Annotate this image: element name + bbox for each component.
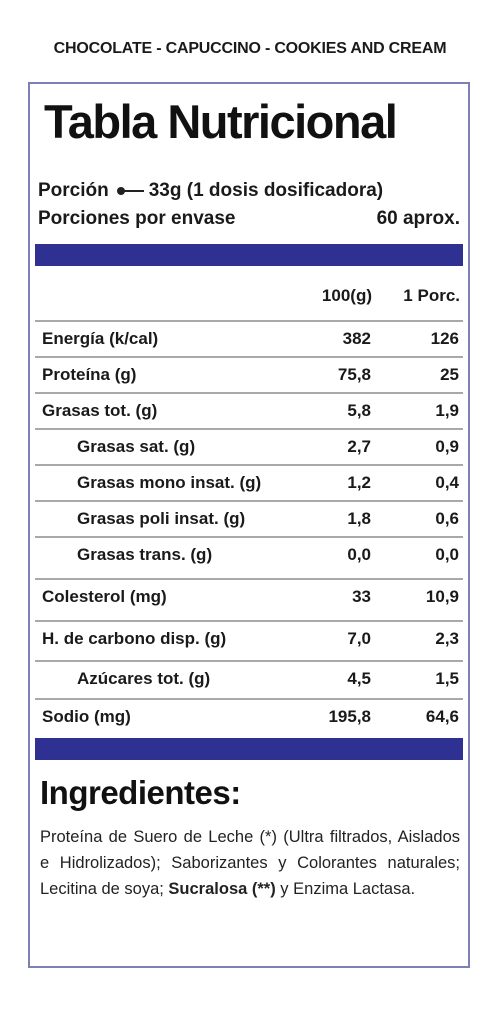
- nutrient-label: Grasas mono insat. (g): [77, 473, 262, 492]
- table-row: Grasas tot. (g) 5,8 1,9: [35, 392, 463, 428]
- value-100g: 382: [342, 329, 371, 348]
- divider-bar-top: [35, 244, 463, 266]
- servings-value: 60 aprox.: [376, 208, 460, 229]
- nutrient-label: H. de carbono disp. (g): [42, 629, 227, 648]
- table-title: Tabla Nutricional: [44, 95, 398, 148]
- divider-bar-bottom: [35, 738, 463, 760]
- serving-label: Porción: [38, 180, 109, 201]
- value-portion: 1,9: [435, 401, 459, 420]
- value-100g: 75,8: [337, 365, 371, 384]
- value-portion: 10,9: [425, 587, 459, 606]
- value-portion: 126: [430, 329, 459, 348]
- ingredients-text-bold: Sucralosa (**): [168, 880, 276, 898]
- nutrient-label: Grasas sat. (g): [77, 437, 196, 456]
- ingredients-text-part2: y Enzima Lactasa.: [275, 880, 416, 898]
- nutrition-panel: Tabla Nutricional Porción 33g (1 dosis do…: [28, 82, 470, 968]
- table-row: Sodio (mg) 195,8 64,6: [35, 698, 463, 734]
- nutrient-label: Proteína (g): [42, 365, 137, 384]
- ingredients-text-part1: Proteína de Suero de Leche (*) (Ultra fi…: [40, 828, 460, 898]
- value-100g: 1,8: [347, 509, 371, 528]
- nutrient-label: Azúcares tot. (g): [77, 669, 211, 688]
- nutrient-label: Grasas poli insat. (g): [77, 509, 246, 528]
- value-100g: 7,0: [347, 629, 371, 648]
- table-row: Proteína (g) 75,8 25: [35, 356, 463, 392]
- servings-per-container-row: Porciones por envase 60 aprox.: [38, 208, 460, 230]
- value-portion: 0,4: [435, 473, 459, 492]
- table-row: Colesterol (mg) 33 10,9: [35, 578, 463, 614]
- value-portion: 2,3: [435, 629, 459, 648]
- nutrient-label: Sodio (mg): [42, 707, 131, 726]
- nutrient-label: Grasas tot. (g): [42, 401, 158, 420]
- nutrient-label: Grasas trans. (g): [77, 545, 213, 564]
- column-header-100g: 100(g): [321, 286, 372, 305]
- scoop-icon: [116, 186, 145, 196]
- nutrient-label: Colesterol (mg): [42, 587, 167, 606]
- value-100g: 5,8: [347, 401, 371, 420]
- value-100g: 0,0: [347, 545, 371, 564]
- table-row: Azúcares tot. (g) 4,5 1,5: [35, 660, 463, 696]
- value-portion: 0,9: [435, 437, 459, 456]
- value-100g: 4,5: [347, 669, 371, 688]
- nutrient-label: Energía (k/cal): [42, 329, 159, 348]
- table-row: Grasas sat. (g) 2,7 0,9: [35, 428, 463, 464]
- value-portion: 64,6: [425, 707, 459, 726]
- value-100g: 33: [352, 587, 371, 606]
- value-100g: 2,7: [347, 437, 371, 456]
- value-100g: 1,2: [347, 473, 371, 492]
- serving-row: Porción 33g (1 dosis dosificadora): [38, 180, 460, 202]
- servings-label: Porciones por envase: [38, 208, 236, 229]
- value-100g: 195,8: [328, 707, 371, 726]
- table-row: Grasas trans. (g) 0,0 0,0: [35, 536, 463, 572]
- table-row: H. de carbono disp. (g) 7,0 2,3: [35, 620, 463, 656]
- table-row: Grasas mono insat. (g) 1,2 0,4: [35, 464, 463, 500]
- column-header-portion: 1 Porc.: [403, 286, 460, 305]
- value-portion: 0,6: [435, 509, 459, 528]
- value-portion: 25: [440, 365, 459, 384]
- table-row: Energía (k/cal) 382 126: [35, 320, 463, 356]
- table-row: Grasas poli insat. (g) 1,8 0,6: [35, 500, 463, 536]
- ingredients-text: Proteína de Suero de Leche (*) (Ultra fi…: [40, 824, 460, 902]
- value-portion: 1,5: [435, 669, 459, 688]
- flavors-header: CHOCOLATE - CAPUCCINO - COOKIES AND CREA…: [53, 40, 447, 57]
- serving-value: 33g (1 dosis dosificadora): [148, 180, 384, 201]
- value-portion: 0,0: [435, 545, 459, 564]
- ingredients-title: Ingredientes:: [40, 774, 241, 811]
